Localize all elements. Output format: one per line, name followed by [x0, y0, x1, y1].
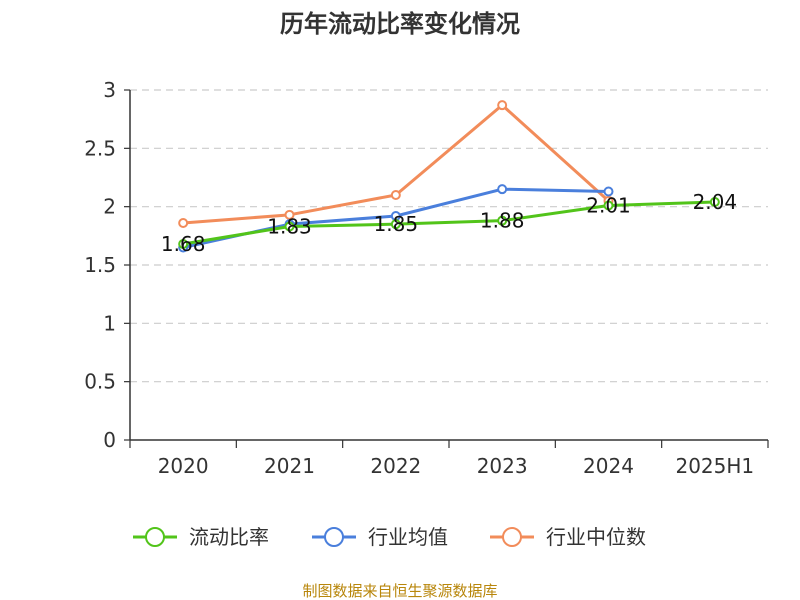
data-label: 1.68: [161, 232, 206, 256]
x-axis-ticks: 2020 2021 2022 2023 2024 2025H1: [129, 440, 769, 478]
series-line-2: [183, 103, 610, 225]
y-tick-label: 0: [103, 428, 116, 452]
legend-item[interactable]: 行业中位数: [490, 525, 646, 549]
legend-label: 行业均值: [368, 525, 448, 549]
x-tick-label: 2025H1: [675, 454, 754, 478]
data-point: [497, 215, 508, 226]
data-label: 1.83: [267, 215, 312, 239]
series-line-0: [182, 200, 715, 246]
x-tick-label: 2020: [158, 454, 209, 478]
data-label: 2.01: [586, 194, 631, 218]
data-label: 2.04: [693, 190, 738, 214]
legend-swatch-marker: [145, 527, 165, 547]
y-tick-label: 0.5: [84, 370, 116, 394]
legend-swatch-marker: [502, 527, 522, 547]
legend-label: 行业中位数: [546, 525, 646, 549]
data-point: [284, 221, 295, 232]
data-point: [603, 186, 614, 197]
y-axis-ticks: 0 0.5 1 1.5 2 2.5 3: [84, 78, 130, 452]
legend-item[interactable]: 行业均值: [312, 525, 448, 549]
data-point: [390, 219, 401, 230]
legend-label: 流动比率: [189, 525, 269, 549]
source-footer: 制图数据来自恒生聚源数据库: [302, 582, 497, 600]
data-labels: 1.68 1.83 1.85 1.88 2.01 2.04: [161, 190, 737, 256]
data-point: [709, 197, 720, 207]
series-lines: [178, 100, 720, 253]
x-tick-label: 2021: [264, 454, 315, 478]
data-point: [390, 190, 401, 200]
data-point: [497, 100, 508, 111]
legend[interactable]: 流动比率 行业均值 行业中位数: [133, 525, 646, 549]
data-point: [603, 200, 614, 211]
y-tick-label: 2: [103, 195, 116, 219]
data-point: [284, 209, 295, 220]
data-point: [497, 184, 508, 195]
data-point: [178, 239, 189, 249]
legend-swatch-marker: [324, 527, 344, 547]
y-tick-label: 1.5: [84, 253, 116, 277]
legend-item[interactable]: 流动比率: [133, 525, 269, 549]
y-tick-label: 3: [103, 78, 116, 102]
grid-lines: [130, 89, 768, 383]
data-point: [178, 218, 189, 228]
data-label: 1.85: [374, 212, 419, 236]
y-tick-label: 1: [103, 311, 116, 335]
chart-title: 历年流动比率变化情况: [280, 10, 520, 38]
data-label: 1.88: [480, 209, 525, 233]
x-tick-label: 2024: [583, 454, 634, 478]
x-tick-label: 2022: [370, 454, 421, 478]
y-tick-label: 2.5: [84, 136, 116, 160]
x-tick-label: 2023: [477, 454, 528, 478]
